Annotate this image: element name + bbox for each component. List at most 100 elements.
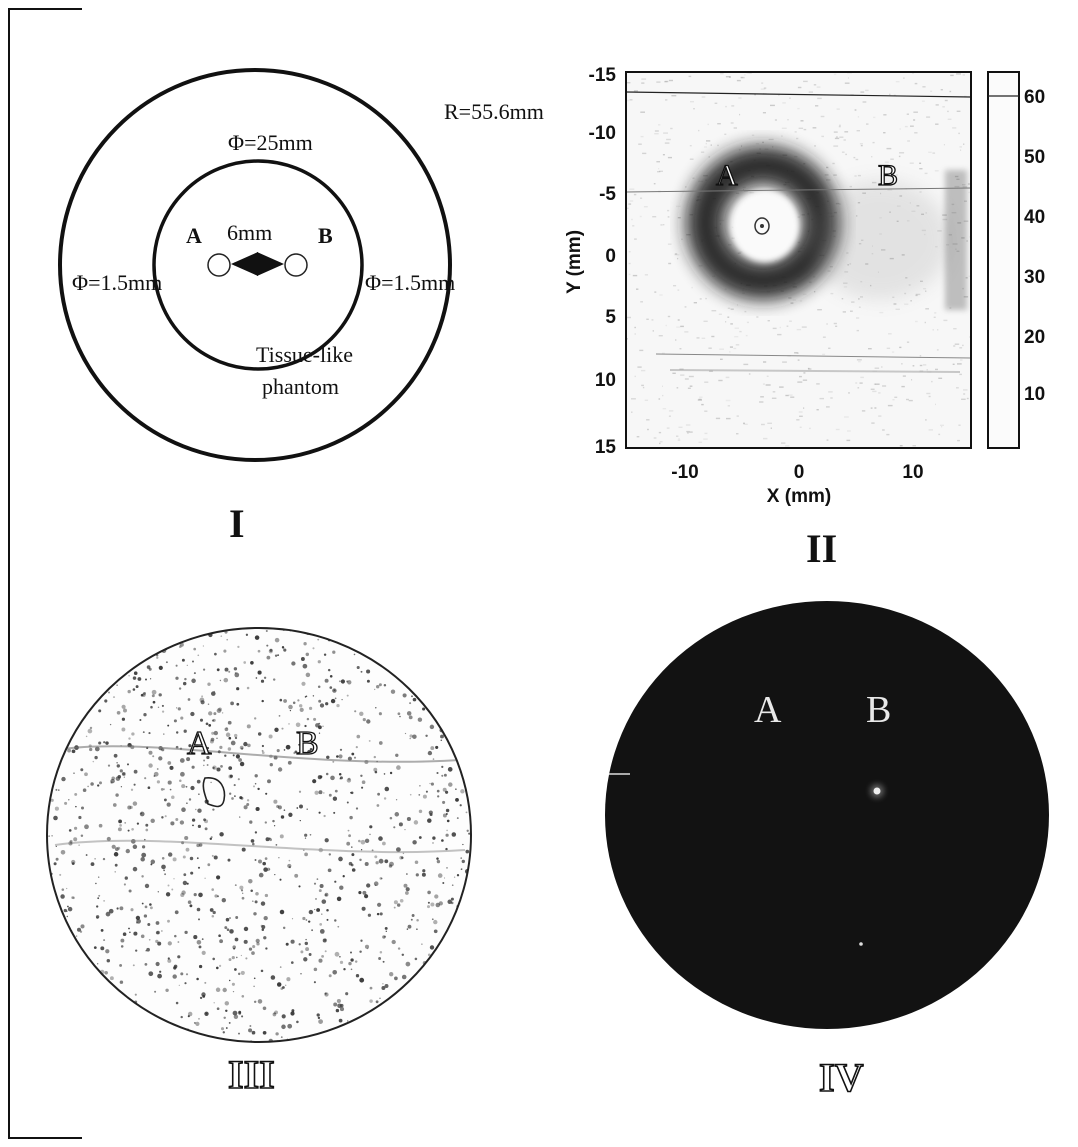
- speckle-dot: [462, 997, 465, 1000]
- noise-mark: [703, 438, 708, 440]
- noise-mark: [631, 411, 633, 413]
- disc-background: [47, 628, 471, 1042]
- speckle-dot: [157, 891, 159, 893]
- speckle-dot: [430, 902, 435, 907]
- speckle-dot: [373, 651, 378, 656]
- hole-b: [284, 253, 308, 277]
- speckle-dot: [133, 769, 138, 774]
- noise-mark: [850, 310, 853, 312]
- speckle-dot: [206, 755, 210, 760]
- speckle-dot: [335, 1008, 340, 1013]
- noise-mark: [912, 445, 916, 447]
- speckle-dot: [381, 986, 386, 990]
- noise-mark: [727, 405, 730, 407]
- speckle-dot: [56, 671, 59, 674]
- speckle-dot: [132, 801, 138, 806]
- speckle-dot: [324, 992, 329, 997]
- speckle-dot: [122, 638, 126, 642]
- speckle-dot: [434, 655, 438, 659]
- speckle-dot: [319, 884, 324, 888]
- y-tick: -5: [599, 184, 616, 205]
- y-tick: 10: [595, 370, 616, 391]
- noise-mark: [701, 96, 706, 98]
- noise-mark: [807, 367, 810, 370]
- speckle-dot: [361, 786, 364, 789]
- speckle-dot: [132, 866, 138, 872]
- speckle-dot: [225, 732, 231, 738]
- speckle-dot: [246, 686, 250, 690]
- noise-mark: [914, 82, 918, 85]
- speckle-dot: [454, 701, 460, 706]
- speckle-dot: [305, 672, 311, 678]
- speckle-dot: [456, 960, 459, 964]
- speckle-dot: [250, 839, 255, 843]
- speckle-dot: [60, 628, 64, 632]
- noise-mark: [890, 158, 894, 160]
- speckle-dot: [359, 977, 365, 983]
- speckle-dot: [336, 703, 340, 708]
- speckle-dot: [399, 899, 404, 903]
- speckle-dot: [54, 749, 58, 752]
- noise-mark: [858, 306, 861, 308]
- speckle-dot: [442, 632, 446, 635]
- speckle-dot: [128, 737, 131, 740]
- speckle-dot: [186, 802, 188, 805]
- speckle-dot: [375, 1000, 379, 1004]
- speckle-dot: [305, 938, 307, 941]
- noise-mark: [717, 144, 719, 147]
- noise-mark: [664, 80, 669, 83]
- speckle-dot: [90, 862, 95, 867]
- speckle-dot: [146, 947, 150, 952]
- speckle-dot: [195, 1021, 200, 1027]
- speckle-dot: [119, 963, 123, 967]
- speckle-dot: [268, 868, 271, 870]
- speckle-dot: [427, 750, 433, 756]
- speckle-dot: [364, 894, 369, 899]
- speckle-dot: [303, 642, 307, 646]
- speckle-dot: [192, 660, 194, 663]
- speckle-dot: [354, 960, 358, 963]
- speckle-dot: [299, 819, 301, 822]
- noise-mark: [925, 290, 927, 292]
- speckle-dot: [240, 796, 244, 800]
- noise-mark: [912, 365, 915, 367]
- speckle-dot: [98, 709, 102, 713]
- noise-mark: [674, 254, 680, 256]
- bright-center: [731, 190, 799, 262]
- noise-mark: [727, 316, 730, 318]
- speckle-dot: [335, 1028, 339, 1031]
- speckle-dot: [150, 818, 155, 824]
- noise-mark: [790, 396, 795, 398]
- speckle-dot: [438, 962, 441, 966]
- speckle-dot: [213, 690, 215, 693]
- speckle-dot: [117, 827, 122, 832]
- speckle-dot: [200, 700, 205, 705]
- speckle-dot: [89, 747, 93, 752]
- speckle-dot: [283, 699, 287, 703]
- speckle-dot: [108, 691, 110, 694]
- speckle-dot: [462, 843, 464, 846]
- noise-mark: [859, 382, 863, 384]
- speckle-dot: [347, 756, 352, 761]
- caption-iii: III: [228, 1052, 275, 1097]
- speckle-dot: [461, 971, 464, 974]
- noise-mark: [952, 127, 957, 129]
- speckle-dot: [243, 741, 248, 747]
- speckle-dot: [397, 996, 401, 1000]
- speckle-dot: [186, 882, 189, 885]
- speckle-dot: [430, 746, 435, 751]
- speckle-dot: [203, 759, 206, 762]
- speckle-dot: [412, 686, 417, 691]
- speckle-dot: [214, 894, 218, 898]
- speckle-dot: [154, 990, 157, 993]
- speckle-dot: [223, 649, 227, 653]
- speckle-dot: [409, 702, 412, 705]
- speckle-dot: [89, 726, 93, 730]
- speckle-dot: [211, 854, 214, 857]
- speckle-dot: [94, 1001, 100, 1006]
- speckle-dot: [347, 777, 351, 781]
- speckle-dot: [240, 970, 245, 975]
- noise-mark: [836, 136, 838, 138]
- speckle-dot: [47, 749, 50, 754]
- speckle-dot: [305, 919, 308, 921]
